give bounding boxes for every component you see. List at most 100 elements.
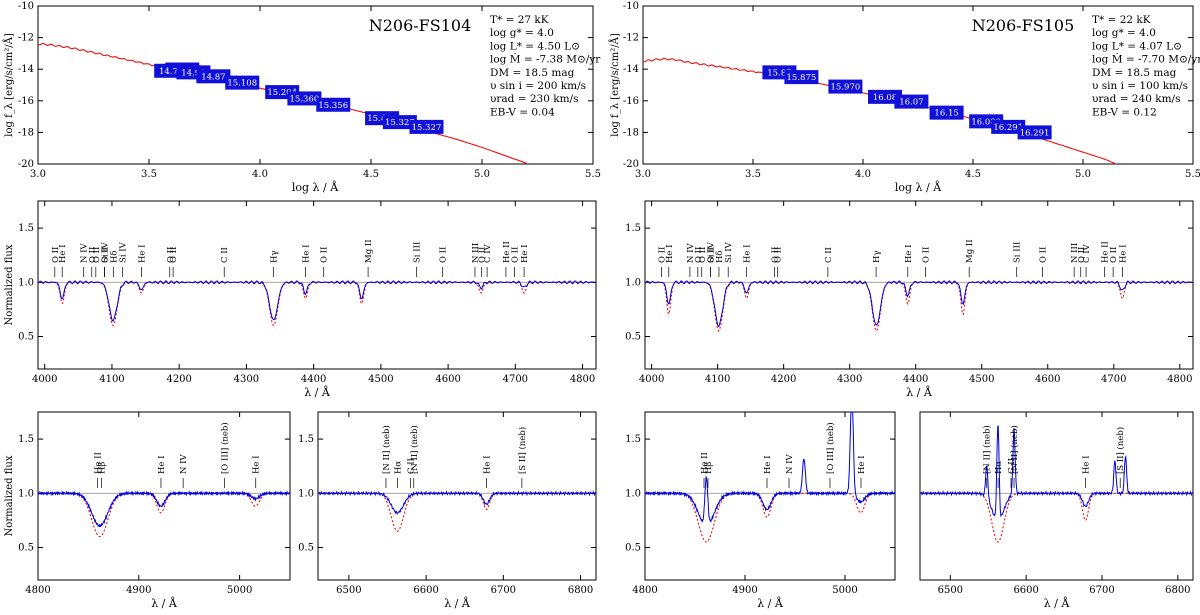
ion-label: C IV — [1082, 243, 1092, 263]
x-tick-label: 4800 — [1167, 374, 1192, 385]
y-tick-label: -10 — [623, 1, 639, 12]
photometry-label: 15.360 — [290, 94, 320, 104]
ion-label: Hδ — [715, 250, 725, 263]
y-axis-label: log f_λ [erg/s/cm²/Å] — [3, 33, 15, 137]
model-spectrum — [38, 281, 596, 327]
ion-label: Si III — [1013, 242, 1023, 263]
ion-label: N IV — [179, 454, 189, 474]
photometry-label: 16.291 — [1020, 128, 1050, 138]
ion-label: Si IV — [724, 241, 734, 263]
x-tick-label: 4200 — [166, 374, 191, 385]
ion-label: Si IV — [706, 241, 716, 263]
x-axis-label: λ / Å — [1044, 596, 1071, 610]
x-tick-label: 6500 — [938, 585, 963, 596]
x-axis-label: λ / Å — [906, 385, 933, 399]
ion-label: [N II] (neb) — [1009, 425, 1020, 474]
ion-label: He I — [1081, 455, 1091, 474]
x-tick-label: 4100 — [99, 374, 124, 385]
observed-spectrum — [644, 411, 896, 523]
y-tick-label: 1.0 — [18, 488, 34, 499]
ion-label: He I — [252, 455, 262, 474]
x-tick-label: 5.5 — [1185, 169, 1200, 180]
ion-label: O II — [478, 247, 488, 263]
ion-label: O II — [1038, 247, 1048, 263]
x-tick-label: 4900 — [126, 585, 151, 596]
ion-label: He I — [763, 455, 773, 474]
photometry-box — [409, 119, 444, 134]
panel-halpha-fs105: 6500 6600 6700 6800[N II] (neb) Hα C II[N II]… — [919, 411, 1194, 610]
x-tick-label: 4400 — [903, 374, 928, 385]
ion-label: He I — [904, 244, 914, 263]
photometry-box — [225, 75, 260, 90]
ion-label: He I — [1118, 244, 1128, 263]
photometry-label: 15.87 — [767, 68, 791, 78]
photometry-label: 15.108 — [227, 79, 257, 89]
photometry-label: 14.91 — [181, 68, 205, 78]
x-tick-label: 3.5 — [141, 169, 157, 180]
ion-label: [S II] (neb) — [1115, 427, 1126, 474]
photometry-box — [287, 91, 322, 106]
x-tick-label: 5.0 — [1075, 169, 1091, 180]
y-tick-label: 0.5 — [625, 331, 641, 342]
observed-spectrum — [644, 280, 1193, 328]
x-tick-label: 4700 — [1101, 374, 1126, 385]
plot-frame — [37, 200, 597, 370]
x-tick-label: 4900 — [732, 585, 757, 596]
ion-label: Hγ — [269, 251, 279, 264]
photometry-label: 15.327 — [412, 123, 442, 133]
photometry-point: 15.108 — [225, 75, 260, 90]
ion-label: O II — [1109, 247, 1119, 263]
stellar-parameter: DM = 18.5 mag — [490, 67, 575, 79]
photometry-point: 15.875 — [784, 70, 819, 85]
photometry-label: 15.327 — [385, 118, 415, 128]
stellar-parameter: υrad = 240 km/s — [1092, 93, 1180, 105]
photometry-box — [1017, 125, 1052, 140]
ion-label: He I — [857, 455, 867, 474]
ion-label: C II — [220, 247, 230, 263]
model-spectrum — [645, 281, 1193, 333]
ion-label: O II — [1077, 247, 1087, 263]
stellar-parameter: υrad = 230 km/s — [490, 93, 578, 105]
x-tick-label: 4.0 — [252, 169, 268, 180]
y-tick-label: -18 — [623, 127, 639, 138]
x-axis-label: log λ / Å — [292, 180, 339, 194]
ion-label: N IV — [686, 243, 696, 263]
ion-label: O II — [511, 247, 521, 263]
x-tick-label: 6600 — [413, 585, 438, 596]
photometry-point: 15.360 — [287, 91, 322, 106]
ion-label: Si IV — [119, 241, 129, 263]
plot-frame — [317, 411, 597, 581]
ion-label: He I — [157, 455, 167, 474]
y-tick-label: -20 — [623, 159, 639, 170]
photometry-point: 16.15 — [929, 105, 964, 120]
ion-label: Hγ — [872, 251, 882, 264]
photometry-label: 15.875 — [787, 73, 817, 83]
x-tick-label: 4800 — [632, 585, 657, 596]
ion-label: [N II] (neb) — [381, 425, 392, 474]
x-axis-label: λ / Å — [151, 596, 178, 610]
ion-label: N III — [1070, 243, 1080, 263]
photometry-box — [991, 119, 1026, 134]
ion-label: C IV — [483, 243, 493, 263]
photometry-point: 14.87 — [196, 69, 231, 84]
photometry-label: 15.204 — [267, 88, 297, 98]
plot-frame — [644, 200, 1194, 370]
ion-label: O II — [169, 247, 179, 263]
y-tick-label: -10 — [18, 1, 34, 12]
ion-label: He I — [58, 244, 68, 263]
stellar-parameter: DM = 18.5 mag — [1092, 67, 1177, 79]
ion-label: He II — [1101, 241, 1111, 263]
y-tick-label: 1.5 — [625, 434, 641, 445]
stellar-parameter: T* = 22 kK — [1092, 14, 1151, 26]
x-tick-label: 5000 — [227, 585, 252, 596]
ion-label: He I — [665, 244, 675, 263]
ion-label: Hδ — [109, 250, 119, 263]
y-tick-label: 0.5 — [625, 542, 641, 553]
y-tick-label: 1.5 — [625, 223, 641, 234]
panel-sed-fs105: 3.0 3.5 4.0 4.5 5.0 5.5 -10 -12 -14 -16 -18 -20 15.… — [609, 1, 1200, 194]
x-tick-label: 4500 — [368, 374, 393, 385]
photometry-box — [868, 89, 902, 104]
photometry-label: 15.356 — [318, 101, 348, 111]
x-tick-label: 6500 — [336, 585, 361, 596]
